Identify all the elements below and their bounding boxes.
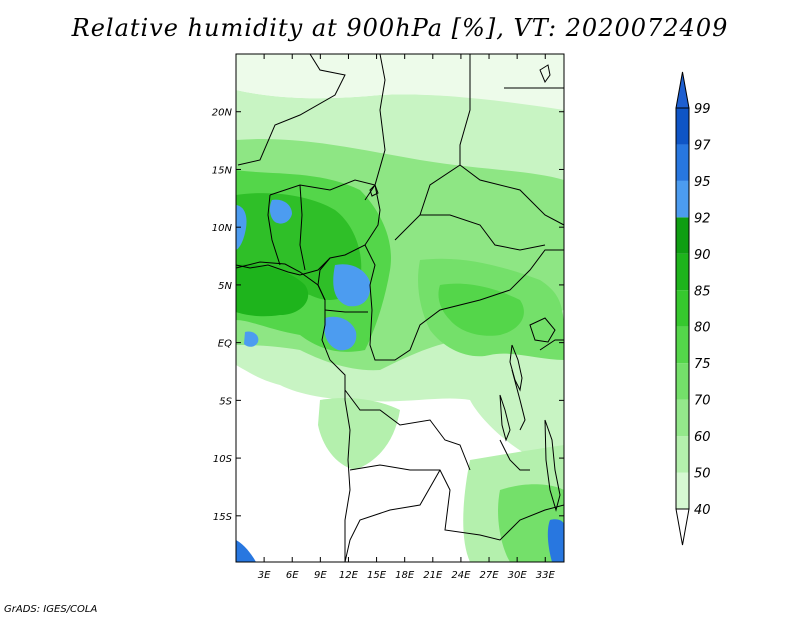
lon-tick-label: 18E [395, 570, 415, 581]
humidity-region-coastal [236, 264, 309, 317]
humidity-region-east-strong [438, 283, 524, 336]
colorbar-bottom-arrow [675, 508, 690, 546]
colorbar-label: 97 [694, 138, 711, 153]
colorbar-segment [676, 472, 689, 509]
colorbar-label: 85 [694, 284, 711, 299]
colorbar-segment [676, 217, 689, 254]
colorbar-label: 92 [694, 211, 711, 226]
lon-tick-label: 6E [286, 570, 299, 581]
humidity-region-faint [236, 54, 564, 110]
humidity-region-saturated-4 [269, 199, 292, 224]
map-frame [235, 53, 565, 563]
lon-tick-label: 30E [508, 570, 528, 581]
lat-tick-label: 5N [218, 281, 232, 292]
credit-label: GrADS: IGES/COLA [4, 604, 98, 615]
lon-tick-label: 3E [258, 570, 271, 581]
lon-tick-label: 15E [367, 570, 387, 581]
lat-tick-label: 15N [212, 165, 233, 176]
lat-tick-label: 5S [219, 396, 232, 407]
lat-tick-label: 10S [213, 454, 233, 465]
lat-tick-label: 15S [213, 512, 233, 523]
lat-tick-label: 20N [212, 108, 233, 119]
colorbar-label: 75 [694, 357, 711, 372]
colorbar-label: 60 [694, 430, 711, 445]
humidity-region-south-light [318, 398, 400, 470]
lon-tick-label: 9E [314, 570, 327, 581]
lon-tick-label: 33E [536, 570, 556, 581]
colorbar-label: 50 [694, 467, 711, 482]
lat-tick-label: EQ [218, 339, 232, 350]
humidity-region-saturated-6 [236, 540, 256, 562]
lon-tick-label: 12E [339, 570, 359, 581]
map-area [236, 54, 564, 562]
latitude-axis: 20N 15N 10N 5N EQ 5S 10S 15S [212, 108, 564, 523]
colorbar-label: 40 [694, 503, 711, 518]
colorbar-segment [676, 144, 689, 181]
colorbar-segment [676, 108, 689, 145]
lon-tick-label: 27E [480, 570, 500, 581]
humidity-region-saturated-1 [333, 264, 371, 307]
humidity-region-saturated-5 [244, 331, 259, 347]
colorbar-top-arrow [675, 71, 690, 109]
humidity-field [236, 54, 564, 562]
longitude-axis: 3E 6E 9E 12E 15E 18E 21E 24E 27E 30E 33E [258, 54, 556, 581]
colorbar-segment [676, 326, 689, 364]
coastline [236, 261, 351, 562]
colorbar-segment [676, 180, 689, 218]
colorbar-frame [675, 107, 690, 510]
lon-tick-label: 21E [423, 570, 443, 581]
humidity-region-southeast-medium [498, 484, 564, 562]
humidity-region-saturated-7 [547, 519, 564, 562]
colorbar: 40 50 60 70 75 80 85 90 92 95 97 99 [675, 71, 711, 546]
humidity-region-saturated-3 [236, 205, 247, 250]
humidity-region-saturated-2 [324, 316, 357, 351]
colorbar-label: 90 [694, 248, 711, 263]
colorbar-label: 99 [694, 102, 711, 117]
colorbar-label: 70 [694, 394, 711, 409]
colorbar-segment [676, 436, 689, 473]
chart-title: Relative humidity at 900hPa [%], VT: 202… [71, 14, 729, 42]
lakes [369, 64, 561, 512]
colorbar-segment [676, 253, 689, 291]
colorbar-segment [676, 399, 689, 437]
lat-tick-label: 10N [212, 223, 233, 234]
colorbar-label: 80 [694, 321, 711, 336]
colorbar-segment [676, 363, 689, 400]
lon-tick-label: 24E [451, 570, 471, 581]
colorbar-label: 95 [694, 175, 711, 190]
country-borders [236, 54, 564, 562]
colorbar-segment [676, 290, 689, 327]
